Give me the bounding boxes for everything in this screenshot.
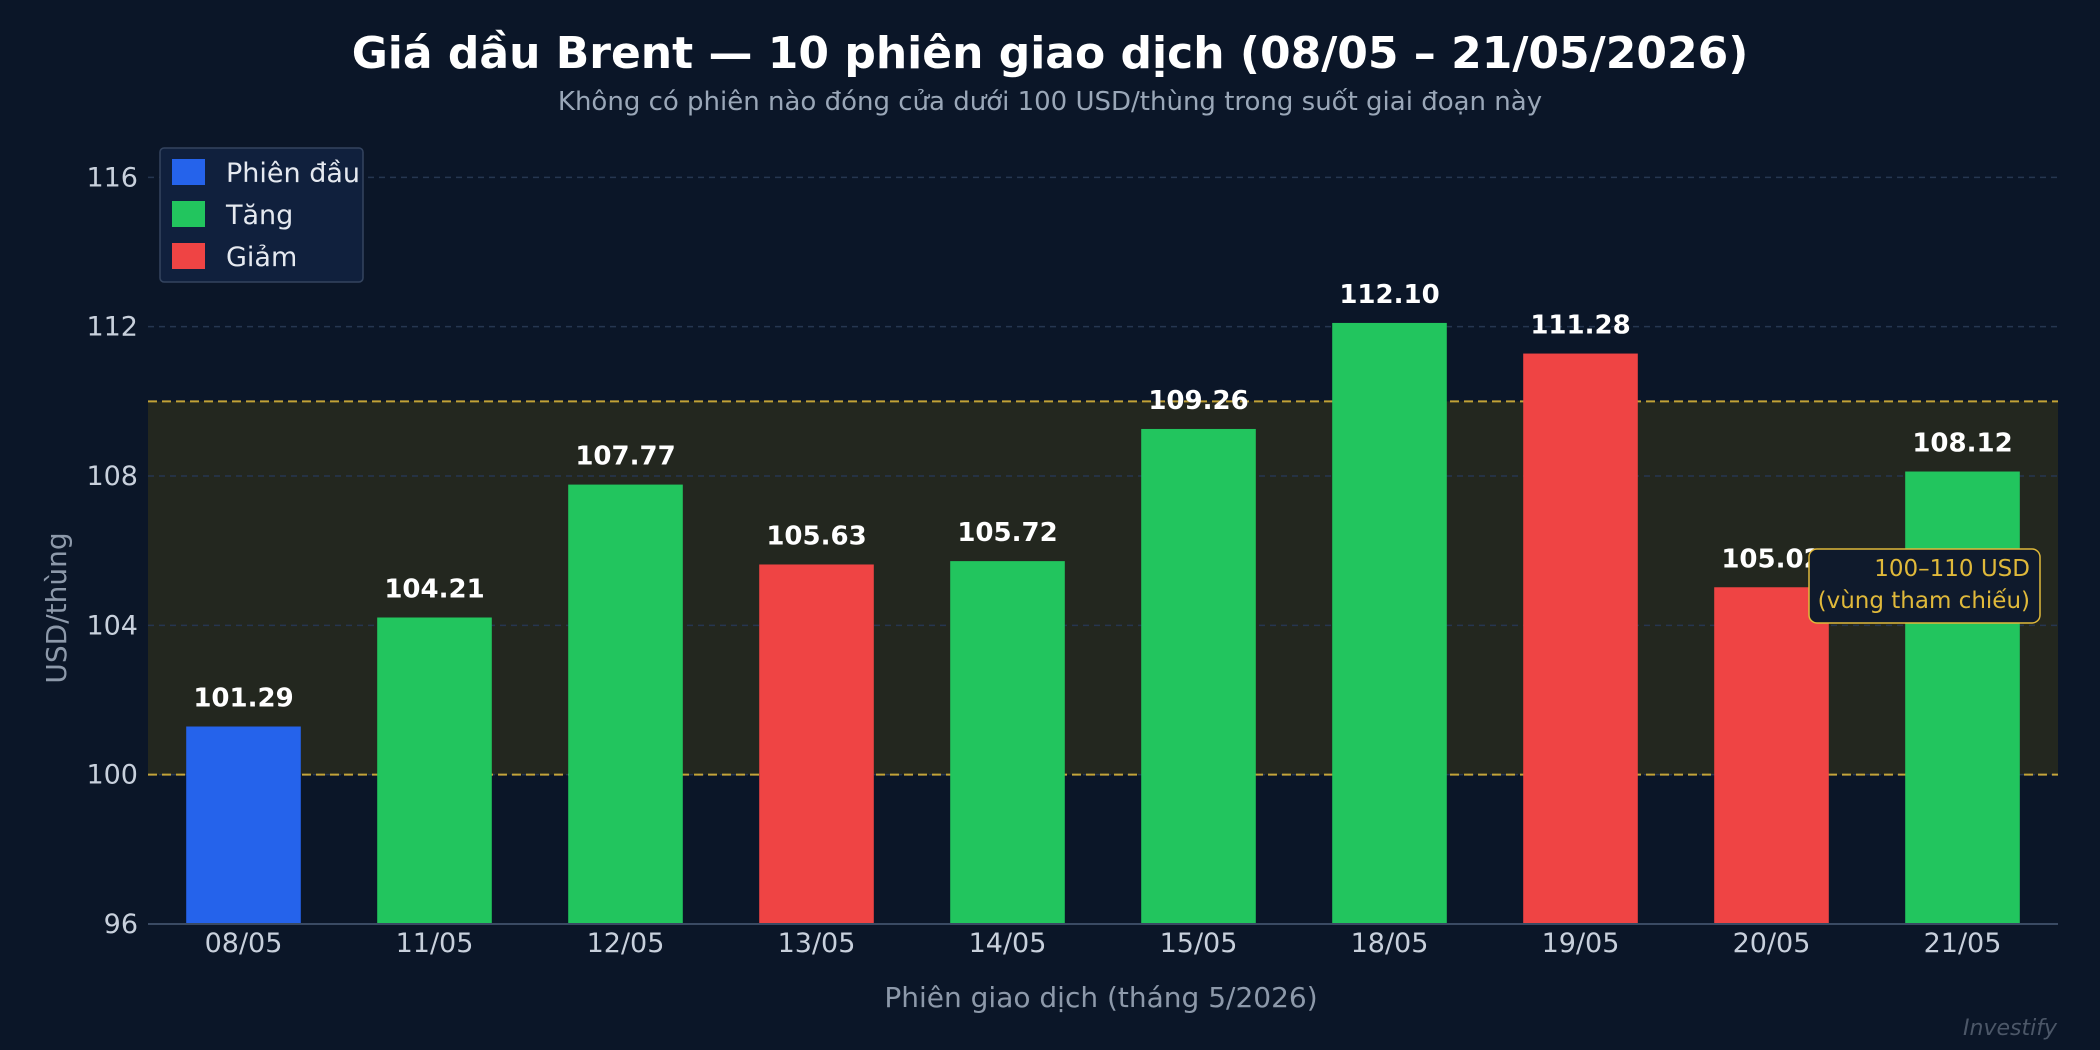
y-tick-label: 104 [86,610,138,641]
legend-label-up: Tăng [225,200,293,231]
reference-band-lines [148,400,2058,776]
y-tick-label: 108 [86,461,138,492]
x-tick-label: 11/05 [396,928,474,959]
legend-swatch-up [172,201,205,227]
bar-15-05 [1141,428,1256,924]
bar-13-05 [759,564,874,924]
x-tick-label: 15/05 [1160,928,1238,959]
legend-label-down: Giảm [226,242,297,273]
bar-value-label: 105.02 [1721,544,1821,574]
bar-12-05 [568,484,683,924]
bar-08-05 [186,726,301,924]
legend-swatch-down [172,243,205,269]
y-tick-label: 96 [104,909,138,940]
y-axis-ticks: 96 100 104 108 112 116 [86,162,138,940]
x-tick-label: 20/05 [1733,928,1811,959]
bar-value-labels: 101.29 104.21 107.77 105.63 105.72 109.26 112.… [193,280,2012,714]
bar-14-05 [950,561,1065,924]
x-tick-label: 12/05 [587,928,665,959]
bars [186,322,2020,925]
x-tick-label: 21/05 [1924,928,2002,959]
bar-11-05 [377,617,492,924]
legend-swatch-first [172,159,205,185]
x-tick-label: 13/05 [778,928,856,959]
y-tick-label: 112 [86,312,138,343]
bar-value-label: 112.10 [1339,280,1439,310]
legend-label-first: Phiên đầu [226,158,360,189]
chart-title: Giá dầu Brent — 10 phiên giao dịch (08/0… [352,28,1749,79]
legend: Phiên đầu Tăng Giảm [159,147,364,283]
bar-value-label: 109.26 [1148,386,1248,416]
reference-band-annotation: 100–110 USD (vùng tham chiếu) [1808,548,2041,624]
bar-value-label: 101.29 [193,684,293,714]
chart-subtitle: Không có phiên nào đóng cửa dưới 100 USD… [558,87,1542,117]
bar-18-05 [1332,322,1447,924]
x-tick-label: 08/05 [205,928,283,959]
bar-value-label: 107.77 [575,442,675,472]
bar-20-05 [1714,587,1829,924]
bar-value-label: 105.63 [766,521,866,551]
bar-value-label: 108.12 [1912,429,2012,459]
bar-21-05 [1905,471,2020,924]
reference-band-label-line2: (vùng tham chiếu) [1818,588,2030,614]
watermark: Investify [1963,1016,2058,1041]
reference-band-label-line1: 100–110 USD [1874,556,2030,582]
x-tick-label: 19/05 [1542,928,1620,959]
bar-value-label: 105.72 [957,518,1057,548]
y-tick-label: 116 [86,162,138,193]
legend-box [159,147,364,283]
y-axis-label: USD/thùng [40,532,73,683]
y-tick-label: 100 [86,760,138,791]
reference-band-label-box [1808,548,2041,624]
bar-19-05 [1523,353,1638,925]
bar-value-label: 111.28 [1530,311,1630,341]
x-tick-label: 14/05 [969,928,1047,959]
bar-value-label: 104.21 [384,574,484,604]
x-axis-ticks: 08/05 11/05 12/05 13/05 14/05 15/05 18/05 19/05… [205,928,2002,959]
x-tick-label: 18/05 [1351,928,1429,959]
x-axis-label: Phiên giao dịch (tháng 5/2026) [884,981,1317,1014]
